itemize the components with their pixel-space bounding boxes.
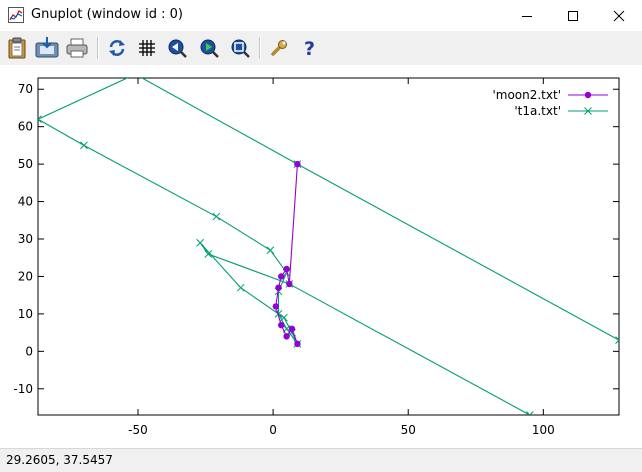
toolbar-separator <box>97 37 99 59</box>
zoom-next-icon <box>200 39 219 58</box>
y-tick-label: 40 <box>18 195 33 209</box>
data-point <box>615 336 619 344</box>
series-0 <box>272 160 301 348</box>
data-point <box>294 160 301 168</box>
data-point <box>275 284 282 291</box>
data-point <box>525 411 534 415</box>
data-point <box>196 238 204 247</box>
grid-button[interactable] <box>134 35 160 61</box>
legend-label: 'moon2.txt' <box>492 88 561 102</box>
previous-zoom-button[interactable] <box>164 35 190 61</box>
data-point <box>283 333 290 340</box>
wrench-icon <box>271 40 287 56</box>
legend-marker <box>584 107 592 115</box>
save-icon <box>35 37 59 58</box>
data-point <box>272 303 280 310</box>
help-button[interactable]: ? <box>297 35 323 61</box>
legend-marker <box>584 91 592 99</box>
next-zoom-button[interactable] <box>196 35 222 61</box>
data-point <box>294 340 301 348</box>
maximize-button[interactable] <box>550 0 596 31</box>
series-line <box>38 78 619 415</box>
printer-icon <box>66 38 88 58</box>
x-tick-label: 50 <box>401 423 416 437</box>
data-point <box>280 313 288 322</box>
y-tick-label: -10 <box>13 382 33 396</box>
series-line <box>275 164 298 345</box>
data-point <box>266 246 275 255</box>
data-point <box>288 325 296 333</box>
y-tick-label: 30 <box>18 232 33 246</box>
y-tick-label: 20 <box>18 269 33 283</box>
data-point <box>38 115 42 124</box>
copy-clipboard-button[interactable] <box>4 35 30 61</box>
save-button[interactable] <box>34 35 60 61</box>
maximize-icon <box>568 10 578 21</box>
replot-button[interactable] <box>104 35 130 61</box>
toolbar-separator <box>259 37 261 59</box>
x-tick-label: 100 <box>532 423 555 437</box>
minimize-button[interactable] <box>504 0 550 31</box>
x-tick-label: 0 <box>269 423 277 437</box>
data-point <box>212 212 221 221</box>
legend-label: 't1a.txt' <box>514 104 561 118</box>
y-tick-label: 70 <box>18 82 33 96</box>
close-icon <box>613 10 625 21</box>
toolbar: ? <box>0 31 642 65</box>
autoscale-icon <box>231 39 250 58</box>
data-point <box>278 321 285 329</box>
zoom-previous-icon <box>168 39 187 58</box>
refresh-icon <box>109 40 125 56</box>
y-tick-label: 0 <box>25 344 33 358</box>
data-point <box>286 280 293 288</box>
autoscale-button[interactable] <box>227 35 253 61</box>
plot-chart: -50 0 50 100 -10 0 10 20 30 40 50 60 70 'moon2.txt' 't… <box>13 77 620 437</box>
data-point <box>80 141 88 150</box>
data-point <box>236 283 245 292</box>
data-point <box>204 250 213 258</box>
plot-canvas[interactable]: -50 0 50 100 -10 0 10 20 30 40 50 60 70 'moon2.txt' 't… <box>0 65 642 448</box>
gnuplot-app-icon <box>8 7 24 23</box>
data-point <box>278 273 285 280</box>
mouse-coordinates: 29.2605, 37.5457 <box>6 453 113 467</box>
plot-border <box>37 77 620 416</box>
y-tick-label: 50 <box>18 157 33 171</box>
minimize-icon <box>522 15 532 17</box>
clipboard-icon <box>8 37 26 59</box>
options-button[interactable] <box>266 35 292 61</box>
print-button[interactable] <box>64 35 90 61</box>
window-title: Gnuplot (window id : 0) <box>31 7 183 22</box>
help-icon: ? <box>304 38 315 58</box>
status-bar: 29.2605, 37.5457 <box>0 448 642 472</box>
series-1 <box>38 78 619 415</box>
title-bar: Gnuplot (window id : 0) <box>0 0 642 31</box>
y-tick-label: 60 <box>18 120 33 134</box>
data-point <box>283 265 290 273</box>
x-tick-label: -50 <box>128 423 148 437</box>
grid-icon <box>139 40 155 56</box>
y-tick-label: 10 <box>18 307 33 321</box>
svg-text:?: ? <box>304 38 315 58</box>
close-button[interactable] <box>596 0 642 31</box>
